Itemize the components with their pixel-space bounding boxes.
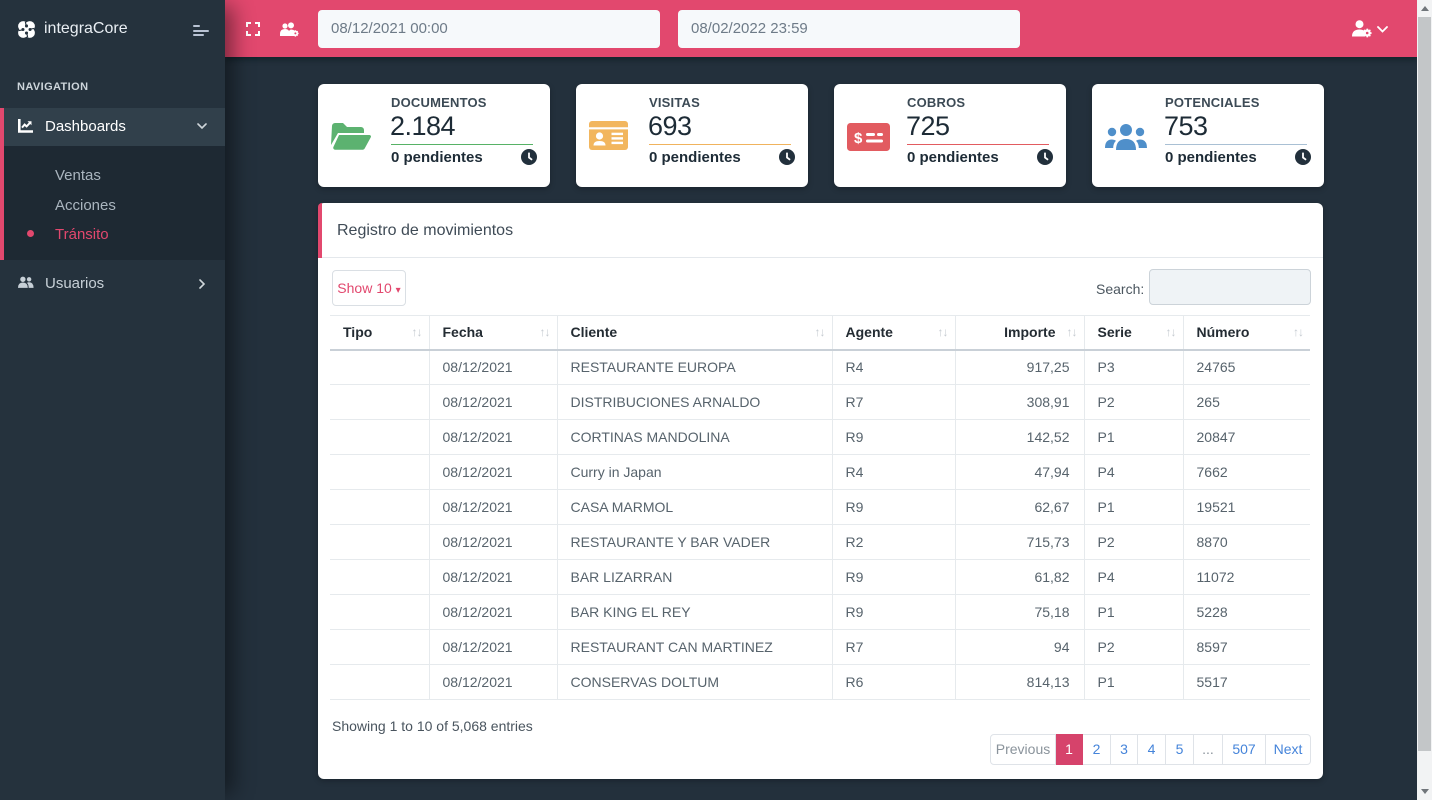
svg-text:$: $ <box>854 130 863 147</box>
